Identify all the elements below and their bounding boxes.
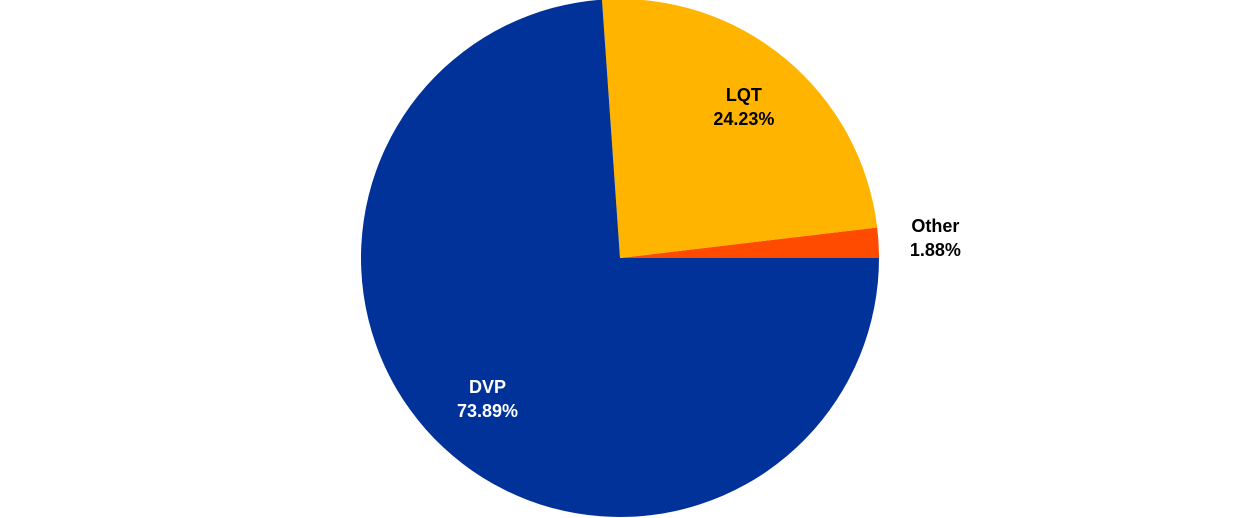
pie-slice <box>601 0 878 258</box>
pie-slice <box>361 0 879 517</box>
slice-category-label: DVP <box>469 377 506 397</box>
slice-value-label: 73.89% <box>457 401 518 421</box>
pie-slice <box>620 227 879 258</box>
slice-value-label: 24.23% <box>713 109 774 129</box>
slice-value-label: 1.88% <box>910 240 961 260</box>
slice-category-label: Other <box>911 216 959 236</box>
slice-category-label: LQT <box>726 85 762 105</box>
